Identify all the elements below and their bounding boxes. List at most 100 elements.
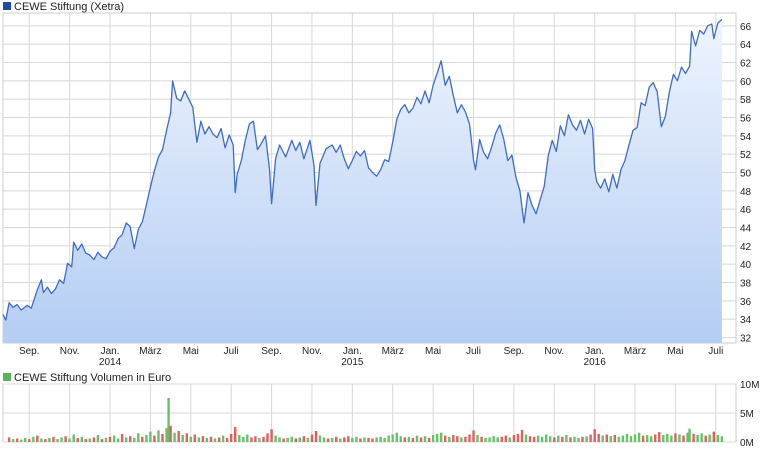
volume-y-axis: 10M 5M 0M: [740, 380, 759, 449]
volume-bar: [658, 432, 661, 442]
volume-bar: [197, 437, 201, 442]
price-y-tick-label: 54: [740, 132, 752, 143]
volume-bar: [266, 433, 269, 442]
x-tick-label: Mai: [667, 346, 683, 357]
volume-bar: [383, 437, 386, 442]
price-panel: 32 34 36 38 40 42 44 46 48 50 52 54 56 58 60 62 64 66 Sep…: [2, 1, 752, 368]
volume-bar: [387, 435, 390, 442]
x-tick-label: Nov.: [302, 346, 322, 357]
price-series-line: [2, 18, 723, 321]
volume-bar: [678, 434, 681, 442]
volume-bar: [221, 435, 225, 442]
volume-bar: [88, 438, 91, 442]
volume-bar: [68, 438, 71, 442]
price-y-tick-label: 36: [740, 297, 752, 308]
price-y-tick-label: 50: [740, 169, 752, 180]
volume-bar: [76, 437, 79, 442]
volume-bar: [696, 435, 699, 442]
volume-bar: [532, 436, 536, 442]
volume-bar: [302, 436, 306, 442]
price-y-tick-label: 62: [740, 59, 752, 70]
price-y-axis: 32 34 36 38 40 42 44 46 48 50 52 54 56 58 60 62 64 66: [740, 22, 752, 345]
volume-bar: [32, 436, 35, 442]
volume-bar: [11, 439, 15, 442]
volume-bar: [688, 428, 691, 442]
volume-bar: [165, 428, 168, 442]
volume-bar: [181, 435, 184, 442]
volume-bar: [577, 437, 580, 442]
price-y-tick-label: 38: [740, 279, 752, 290]
volume-bar: [36, 435, 39, 442]
volume-bar: [682, 435, 685, 442]
volume-bar: [488, 437, 491, 442]
volume-bar: [662, 435, 665, 442]
volume-bar: [125, 437, 128, 442]
price-y-tick-label: 58: [740, 95, 752, 106]
volume-bar: [444, 435, 447, 442]
price-y-tick-label: 60: [740, 77, 752, 88]
x-tick-label: Juli: [708, 346, 723, 357]
volume-bar: [716, 435, 719, 442]
volume-bar: [234, 426, 237, 442]
volume-bar: [141, 436, 144, 442]
volume-bar: [20, 439, 23, 442]
volume-bar: [391, 434, 394, 442]
volume-bar: [120, 433, 124, 442]
volume-bar: [189, 436, 192, 442]
volume-bar: [213, 438, 217, 442]
price-y-tick-label: 32: [740, 334, 752, 345]
x-tick-label: Mai: [425, 346, 441, 357]
x-tick-label: Juli: [466, 346, 481, 357]
price-y-tick-label: 56: [740, 114, 752, 125]
price-y-tick-label: 66: [740, 22, 752, 33]
volume-bar: [625, 433, 629, 442]
volume-bars: [7, 397, 724, 442]
volume-bar: [403, 437, 406, 442]
volume-bar: [496, 437, 499, 442]
volume-bar: [282, 438, 285, 442]
price-y-tick-label: 46: [740, 205, 752, 216]
volume-bar: [322, 437, 326, 442]
volume-bar: [617, 436, 621, 442]
volume-bar: [108, 436, 112, 442]
volume-bar: [157, 430, 160, 442]
volume-bar: [423, 436, 427, 442]
x-tick-label: Jan.: [585, 346, 604, 357]
volume-bar: [605, 434, 608, 442]
volume-bar: [686, 432, 689, 442]
price-y-tick-label: 42: [740, 242, 752, 253]
volume-bar: [540, 436, 544, 442]
volume-bar: [646, 435, 649, 442]
x-tick-label: März: [139, 346, 161, 357]
volume-bar: [476, 435, 479, 442]
volume-bar: [375, 437, 378, 442]
x-tick-label: Sep.: [504, 346, 525, 357]
volume-legend-swatch: [3, 373, 11, 381]
volume-bar: [314, 431, 318, 442]
volume-bar: [484, 437, 487, 442]
volume-bar: [415, 435, 419, 442]
volume-bar: [528, 436, 532, 442]
volume-bar: [395, 432, 398, 442]
volume-bar: [330, 437, 334, 442]
volume-bar: [84, 439, 87, 442]
volume-bar: [52, 436, 55, 442]
volume-bar: [565, 435, 568, 442]
volume-bar: [169, 425, 172, 442]
volume-bar: [597, 433, 600, 442]
volume-bar: [609, 436, 612, 442]
volume-bar: [435, 433, 439, 442]
volume-bar: [145, 435, 148, 442]
volume-bar: [456, 436, 459, 442]
x-tick-label: März: [382, 346, 404, 357]
volume-bar: [500, 436, 503, 442]
volume-bar: [557, 435, 560, 442]
volume-bar: [650, 436, 653, 442]
price-legend-swatch: [3, 2, 11, 10]
x-tick-label: Jan.: [101, 346, 120, 357]
volume-bar: [452, 435, 455, 442]
volume-bar: [137, 433, 140, 442]
volume-bar: [254, 436, 257, 442]
volume-bar: [230, 433, 233, 442]
